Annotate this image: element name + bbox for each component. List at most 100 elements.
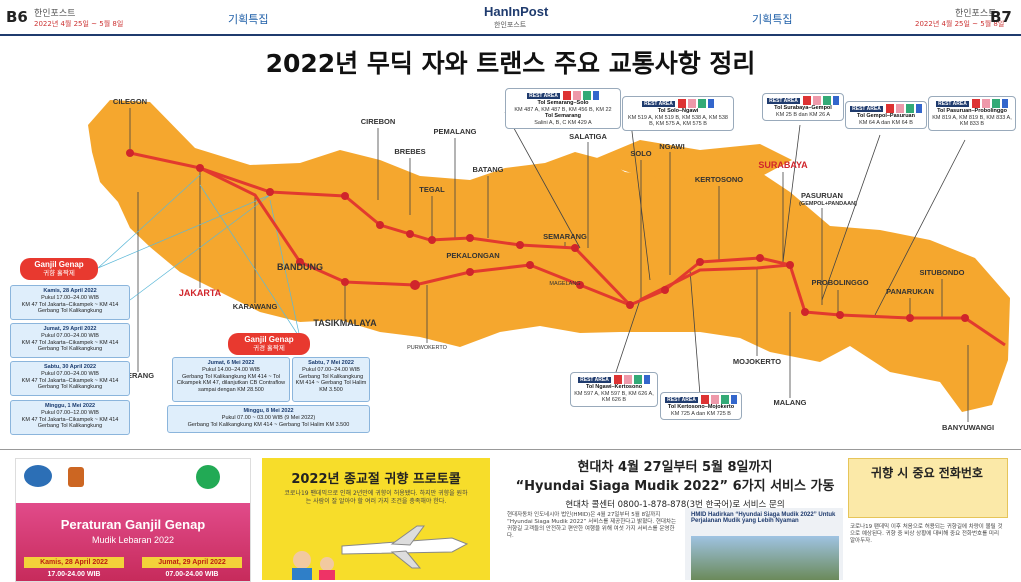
java-island: [88, 100, 1010, 412]
date: 2022년 4월 25일 ~ 5월 8일: [915, 20, 1005, 28]
toll-name: Tol Semarang–Solo: [537, 100, 589, 106]
rest-area-head: REST AREA: [626, 99, 730, 108]
guide-lines: [97, 108, 969, 422]
city-label: BANDUNG: [277, 262, 323, 272]
route-dots: [126, 149, 969, 322]
toll-detail: KM 519 A, KM 519 B, KM 538 A, KM 538 B, …: [628, 114, 728, 128]
schedule-box: Jumat, 6 Mei 2022 Pukul 14.00–24.00 WIB Ge…: [172, 357, 290, 402]
schedule-day: Sabtu, 7 Mei 2022: [308, 360, 354, 366]
phones-box: 귀향 시 중요 전화번호 코로나19 팬데믹 이후 처음으로 허용되는 귀향길에…: [848, 458, 1008, 580]
schedule-time: Pukul 07.00 ~ 03.00 WIB (9 Mei 2022): [221, 414, 316, 421]
rest-area-box: REST AREA Tol Ngawi–Kertosono KM 597 A, KM…: [570, 372, 658, 407]
schedule-route: Gerbang Tol Kalikangkung KM 414 ~ Gerban…: [187, 421, 350, 428]
city-label: PASURUAN: [801, 191, 843, 200]
schedule-day: Jumat, 6 Mei 2022: [207, 360, 255, 366]
city-label: PROBOLINGGO: [811, 278, 868, 287]
schedule-day: Minggu, 8 Mei 2022: [243, 408, 294, 414]
schedule-time: Pukul 07.00–24.00 WIB: [302, 366, 360, 373]
schedule-route: KM 47 Tol Jakarta–Cikampek ~ KM 414 Gerb…: [21, 377, 119, 391]
article-body: 현대자동차 인도네시아 법인(HMID)은 4월 27일부터 5월 8일까지 “…: [507, 512, 677, 539]
header: B6 한인포스트 2022년 4월 25일 ~ 5월 8일 기획특집 HanIn…: [0, 0, 1021, 36]
toll-detail: KM 725 A dan KM 725 B: [671, 410, 731, 417]
poster-title: Peraturan Ganjil Genap: [60, 517, 206, 532]
icons: [562, 91, 599, 100]
icons: [700, 395, 737, 404]
rest-area-label: REST AREA: [578, 376, 611, 384]
rest-area-box: REST AREA Tol Semarang–Solo KM 487 A, KM 4…: [505, 88, 621, 129]
city-label: MOJOKERTO: [733, 357, 781, 366]
city-label: SERANG: [122, 371, 154, 380]
page-number: B7: [990, 8, 1012, 26]
map: CILEGON SERANG JAKARTA KARAWANG BANDUNG TASIK…: [88, 97, 1010, 432]
city-label: PANARUKAN: [886, 287, 934, 296]
schedule-time: Pukul 07.00–12.00 WIB: [41, 409, 99, 416]
inset-photo: [691, 536, 839, 580]
icons: [613, 375, 650, 384]
poster-day: Kamis, 28 April 2022: [24, 557, 124, 568]
schedule-time: Pukul 17.00–24.00 WIB: [41, 294, 99, 301]
inset-caption: HMID Hadirkan “Hyundai Siaga Mudik 2022”…: [691, 512, 836, 524]
icons: [885, 104, 922, 113]
city-label: BATANG: [473, 165, 504, 174]
city-label: SOLO: [630, 149, 651, 158]
protocol-title: 2022년 종교절 귀향 프로토콜: [291, 472, 461, 487]
rest-area-head: REST AREA: [574, 375, 654, 384]
rest-area-label: REST AREA: [936, 100, 969, 108]
logo-icon: [196, 465, 220, 489]
icons: [971, 99, 1008, 108]
schedule-box: Jumat, 29 April 2022 Pukul 07.00–24.00 WI…: [10, 323, 130, 358]
city-label: CILEGON: [113, 97, 147, 106]
schedule-route: KM 47 Tol Jakarta–Cikampek ~ KM 414 Gerb…: [21, 301, 119, 315]
city-label: SEMARANG: [543, 232, 587, 241]
toll-detail: KM 25 B dan KM 26 A: [775, 111, 831, 118]
city-label: SALATIGA: [569, 132, 607, 141]
rest-area-label: REST AREA: [767, 97, 800, 105]
poster-panel: [16, 503, 250, 581]
toll-name: Tol Kertosono–Mojokerto: [667, 404, 735, 410]
date: 2022년 4월 25일 ~ 5월 8일: [34, 20, 124, 28]
schedule-route: Gerbang Tol Kalikangkung KM 414 ~ Gerban…: [295, 373, 367, 394]
schedule-day: Kamis, 28 April 2022: [43, 288, 97, 294]
schedule-time: Pukul 07.00–24.00 WIB: [41, 332, 99, 339]
rest-area-box: REST AREA Tol Gempol–Pasuruan KM 64 A dan …: [845, 101, 927, 129]
madura-island: [592, 140, 792, 180]
rest-area-box: REST AREA Tol Surabaya–Gempol KM 25 B dan …: [762, 93, 844, 121]
phones-title: 귀향 시 중요 전화번호: [871, 466, 983, 480]
pill-title: Ganjil Genap: [34, 260, 84, 269]
logo: HanInPost: [484, 4, 549, 19]
phones-banner: [848, 458, 1008, 518]
rest-area-head: REST AREA: [766, 96, 840, 105]
headline: 현대차 4월 27일부터 5월 8일까지: [577, 460, 773, 475]
city-label: KARAWANG: [233, 302, 278, 311]
rest-area-head: REST AREA: [509, 91, 617, 100]
schedule-box: Sabtu, 30 April 2022 Pukul 07.00–24.00 WI…: [10, 361, 130, 396]
poster-time: 17.00-24.00 WIB: [47, 571, 101, 578]
schedule-route: Gerbang Tol Kalikangkung KM 414 ~ Tol Ci…: [176, 373, 286, 394]
headline: “Hyundai Siaga Mudik 2022” 6가지 서비스 가동: [515, 479, 835, 494]
city-label: NGAWI: [659, 142, 684, 151]
city-label: SITUBONDO: [920, 268, 965, 277]
city-label: JAKARTA: [179, 288, 222, 298]
article: 현대차 4월 27일부터 5월 8일까지 “Hyundai Siaga Mudi…: [505, 456, 845, 580]
logo-icon: [24, 465, 52, 487]
city-label: BREBES: [394, 147, 425, 156]
section: 기획특집: [752, 13, 793, 26]
rest-area-label: REST AREA: [850, 105, 883, 113]
rest-area-box: REST AREA Tol Kertosono–Mojokerto KM 725 A…: [660, 392, 742, 420]
schedule-day: Minggu, 1 Mei 2022: [44, 403, 96, 409]
schedule-route: KM 47 Tol Jakarta–Cikampek ~ KM 414 Gerb…: [21, 416, 119, 430]
protocol-body: 코로나19 팬데믹으로 인해 2년만에 귀향이 허용됐다. 하지만 귀향을 원하…: [284, 490, 468, 505]
toll-detail: KM 819 A, KM 819 B, KM 833 A, KM 833 B: [932, 114, 1012, 128]
schedule-time: Pukul 07.00–24.00 WIB: [41, 370, 99, 377]
pill-subtitle: 귀향 홀짝제: [43, 270, 75, 277]
poster-day: Jumat, 29 April 2022: [142, 557, 242, 568]
city-label: PURWOKERTO: [407, 345, 447, 351]
city-label: PEKALONGAN: [446, 251, 499, 260]
protocol-box: 2022년 종교절 귀향 프로토콜 코로나19 팬데믹으로 인해 2년만에 귀향…: [262, 458, 490, 580]
rest-area-label: REST AREA: [642, 100, 675, 108]
city-label: SURABAYA: [758, 160, 808, 170]
toll-name: Tol Ngawi–Kertosono: [585, 384, 643, 390]
divider: [0, 449, 1021, 450]
toll-name: Tol Pasuruan–Probolinggo: [937, 108, 1007, 114]
